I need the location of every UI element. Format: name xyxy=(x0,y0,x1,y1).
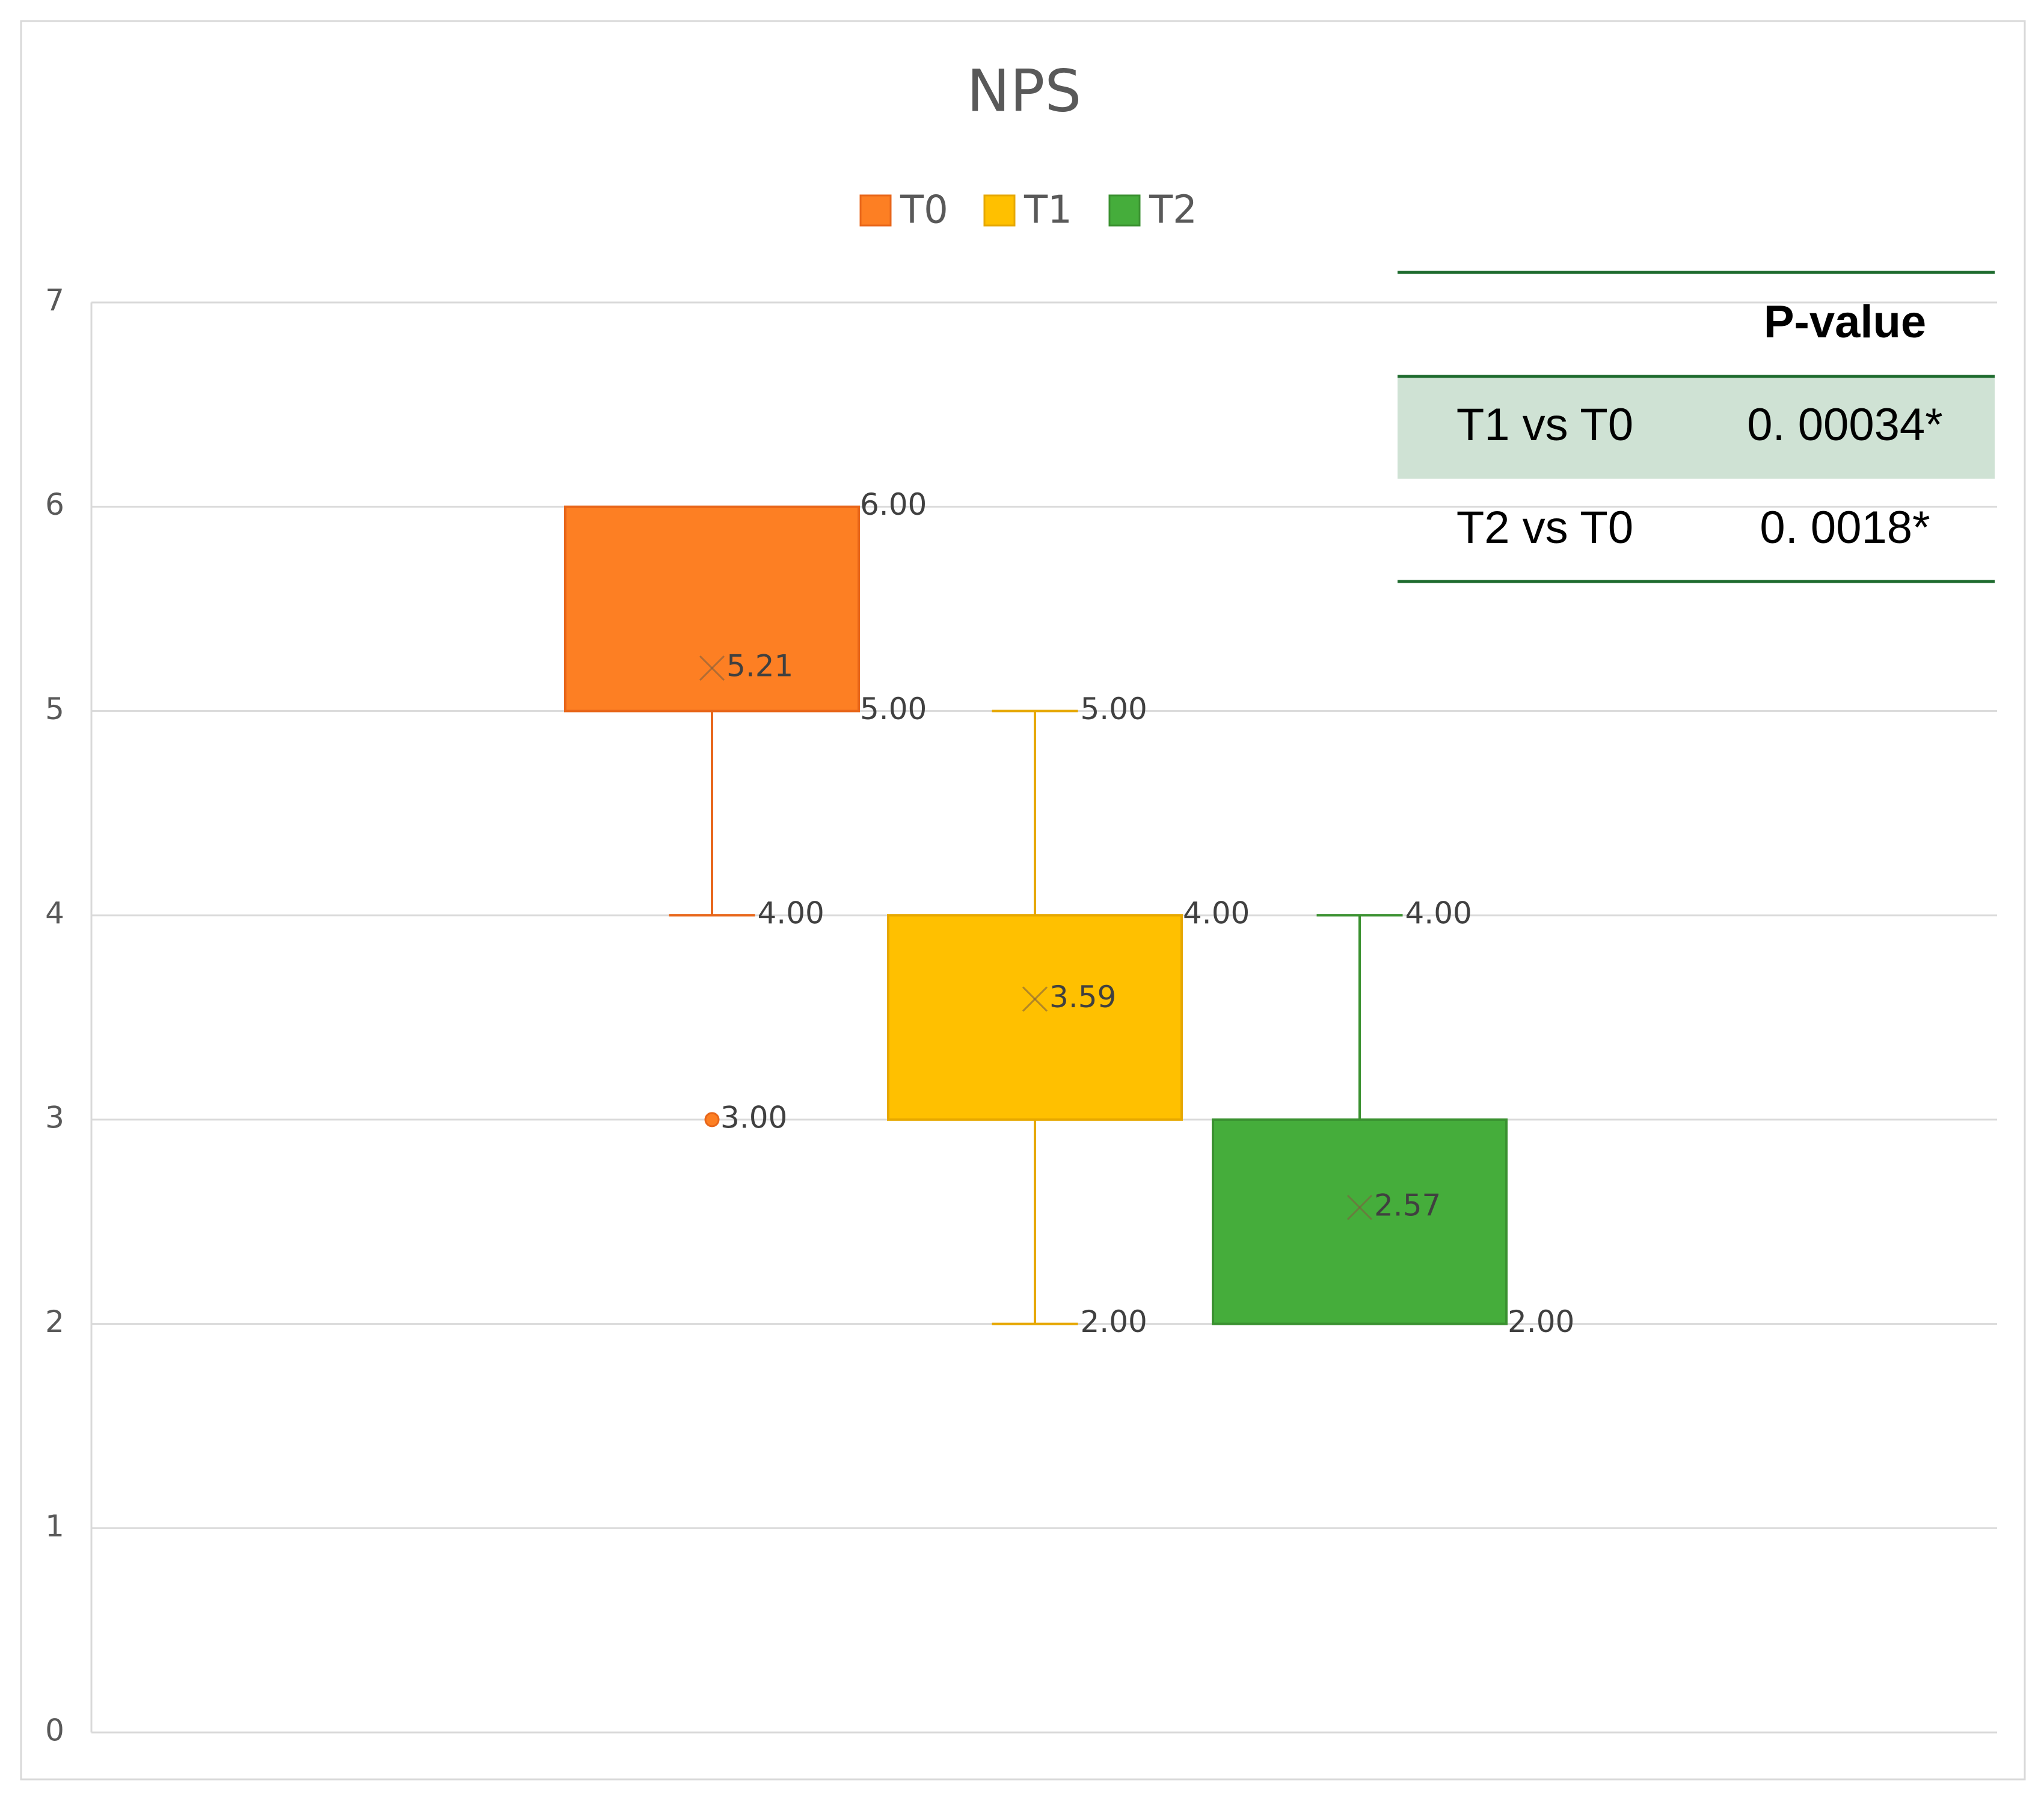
data-label: 4.00 xyxy=(758,896,824,931)
box xyxy=(564,505,860,713)
data-label: 2.00 xyxy=(1508,1304,1574,1339)
table-cell: 0. 00034* xyxy=(1747,399,1942,450)
data-label: 5.00 xyxy=(860,692,927,726)
data-label: 5.00 xyxy=(1081,692,1147,726)
table-cell: 0. 0018* xyxy=(1760,502,1930,553)
y-tick-label: 3 xyxy=(45,1100,64,1135)
legend-swatch xyxy=(983,194,1016,227)
data-label: 2.00 xyxy=(1081,1304,1147,1339)
y-tick-label: 7 xyxy=(45,283,64,318)
data-label: 3.00 xyxy=(720,1100,787,1135)
box xyxy=(887,914,1183,1121)
y-tick-label: 1 xyxy=(45,1509,64,1544)
chart-title: NPS xyxy=(967,57,1082,124)
table-cell: T2 vs T0 xyxy=(1456,502,1633,553)
y-tick-label: 4 xyxy=(45,896,64,931)
data-label: 4.00 xyxy=(1183,896,1250,931)
y-tick-label: 2 xyxy=(45,1304,64,1339)
data-label: 3.59 xyxy=(1049,980,1116,1014)
data-label: 2.57 xyxy=(1374,1188,1441,1223)
y-tick-label: 0 xyxy=(45,1713,64,1748)
y-tick-label: 6 xyxy=(45,487,64,522)
data-label: 5.21 xyxy=(726,649,793,684)
data-label: 4.00 xyxy=(1405,896,1472,931)
legend-swatch xyxy=(1108,194,1141,227)
table-cell: T1 vs T0 xyxy=(1456,399,1633,450)
legend-label: T0 xyxy=(900,188,948,233)
y-tick-label: 5 xyxy=(45,692,64,726)
table-header: P-value xyxy=(1764,296,1926,348)
table-row-shade xyxy=(1398,378,1995,479)
chart-border xyxy=(20,20,2026,1781)
mean-marker xyxy=(1346,1194,1373,1220)
box xyxy=(1212,1118,1508,1325)
data-label: 6.00 xyxy=(860,487,927,522)
mean-marker xyxy=(699,655,725,681)
legend-label: T1 xyxy=(1024,188,1072,233)
mean-marker xyxy=(1022,986,1048,1012)
outlier xyxy=(704,1112,720,1128)
legend-swatch xyxy=(859,194,892,227)
legend-label: T2 xyxy=(1149,188,1197,233)
